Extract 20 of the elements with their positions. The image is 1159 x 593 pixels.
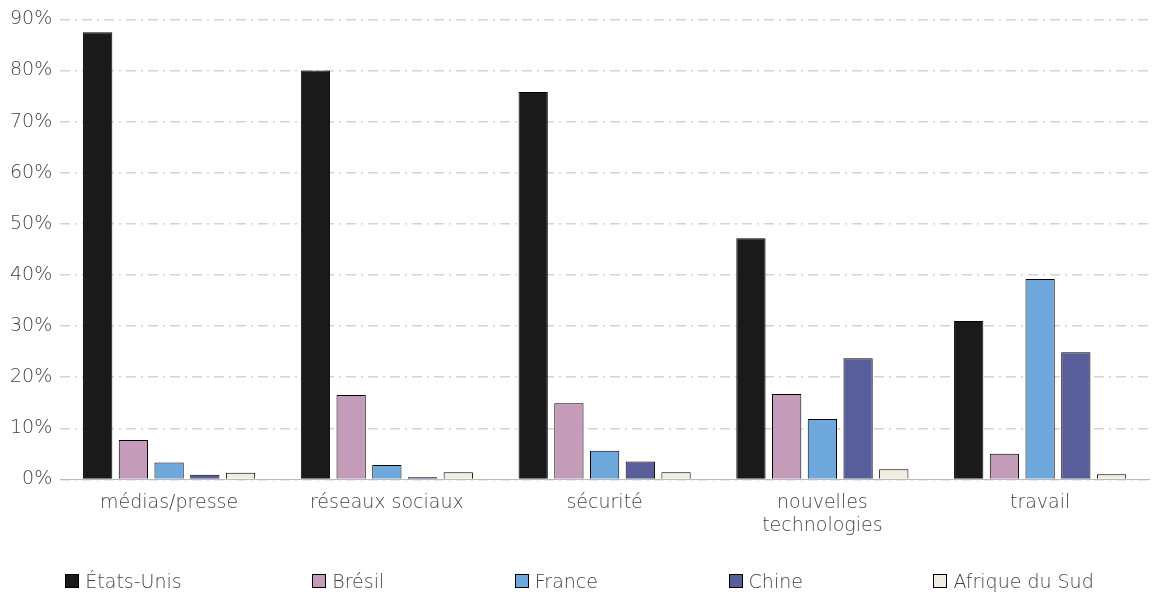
legend-label: France <box>534 570 599 592</box>
x-tick-label: réseaux sociaux <box>309 489 464 512</box>
y-tick-label: 50% <box>10 210 53 233</box>
legend-label: Brésil <box>332 570 385 592</box>
y-tick-label: 30% <box>10 313 53 335</box>
x-tick-label: sécurité <box>566 489 643 512</box>
y-tick-label: 40% <box>10 261 53 284</box>
x-tick-label: travail <box>1009 489 1071 512</box>
y-tick-label: 90% <box>10 6 53 29</box>
y-tick-label: 10% <box>10 415 53 438</box>
x-tick-label: médias/presse <box>100 489 239 512</box>
legend-label: Afrique du Sud <box>953 570 1094 592</box>
y-tick-label: 80% <box>10 57 53 80</box>
y-tick-label: 20% <box>10 364 53 387</box>
legend-label: États-Unis <box>85 570 182 592</box>
x-tick-label: nouvelles technologies <box>762 489 883 535</box>
legend-label: Chine <box>748 570 803 592</box>
y-tick-label: 60% <box>10 159 53 182</box>
y-tick-label: 0% <box>22 466 53 489</box>
y-tick-label: 70% <box>10 108 53 131</box>
